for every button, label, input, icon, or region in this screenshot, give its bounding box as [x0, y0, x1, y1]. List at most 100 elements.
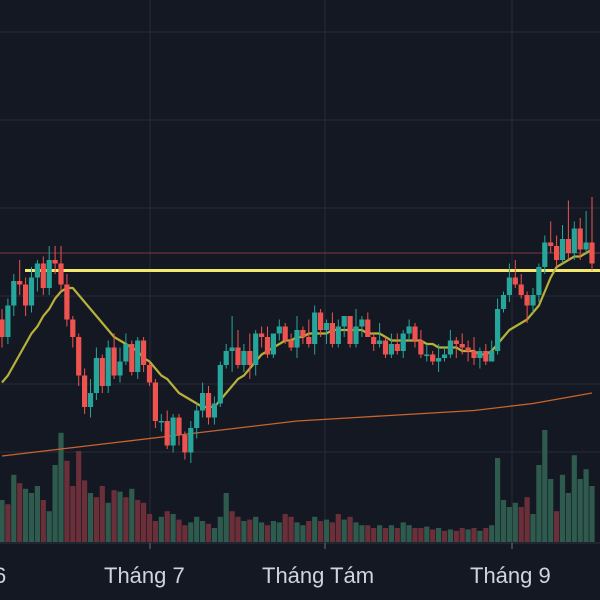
volume-bar: [123, 497, 129, 542]
volume-bar: [170, 514, 176, 542]
candle: [453, 337, 459, 358]
volume-bar: [76, 451, 82, 542]
candle: [306, 319, 312, 348]
candle: [512, 260, 518, 288]
candle: [471, 337, 477, 365]
volume-bar: [382, 528, 389, 542]
candle-body: [0, 319, 5, 337]
candle-body: [217, 365, 223, 404]
volume-bar: [500, 500, 507, 542]
candle-body: [418, 340, 424, 355]
volume-bar: [318, 521, 324, 542]
candle-body: [23, 284, 29, 306]
candle: [524, 291, 530, 323]
volume-bar: [200, 521, 206, 542]
candle-body: [87, 393, 94, 407]
candle-body: [312, 312, 318, 344]
candle: [0, 309, 5, 348]
volume-bar: [11, 474, 17, 542]
volume-bar: [441, 530, 448, 542]
candle-body: [459, 344, 465, 348]
volume-bar: [548, 479, 554, 542]
candle-body: [46, 260, 52, 288]
volume-bar: [359, 525, 365, 542]
candle-body: [17, 281, 23, 285]
volume-bar: [58, 432, 64, 542]
candle-body: [288, 340, 294, 348]
candle: [211, 396, 217, 425]
volume-bar: [264, 525, 271, 542]
volume-bar: [164, 511, 170, 542]
candle-body: [377, 340, 383, 344]
candle: [223, 344, 229, 369]
candle-body: [347, 316, 353, 344]
candle: [394, 333, 400, 355]
volume-bar: [565, 493, 571, 542]
x-tick-label: Tháng 9: [470, 563, 551, 588]
volume-bar: [141, 502, 147, 542]
volume-bar: [335, 514, 341, 542]
volume-bar: [253, 516, 259, 542]
candle-body: [589, 242, 595, 264]
volume-bar: [223, 493, 229, 542]
candle: [554, 235, 560, 267]
x-tick-label: Tháng 7: [104, 563, 185, 588]
candle-body: [583, 242, 589, 250]
candle-body: [524, 295, 530, 306]
volume-bar: [554, 511, 560, 542]
volume-bar: [453, 530, 459, 542]
volume-bar: [247, 519, 253, 542]
x-tick-label: Tháng Tám: [262, 563, 374, 588]
candle: [518, 274, 524, 299]
volume-bar: [483, 528, 489, 542]
candle-body: [530, 295, 536, 306]
candle-body: [141, 340, 147, 365]
volume-bar: [371, 528, 377, 542]
candle: [247, 333, 253, 379]
candle: [465, 340, 471, 362]
x-axis: 6 Tháng 7 Tháng Tám Tháng 9: [0, 563, 551, 588]
candle: [188, 421, 194, 463]
candle: [70, 316, 76, 348]
candle: [241, 344, 247, 372]
candle-body: [176, 417, 182, 435]
candle: [28, 267, 35, 313]
candle-body: [235, 347, 241, 365]
volume-bar: [117, 491, 123, 542]
candle-body: [182, 435, 188, 453]
volume-bar: [23, 488, 29, 542]
volume-bar: [152, 521, 158, 542]
volume-bar: [34, 486, 40, 542]
candle-body: [512, 277, 518, 285]
volume-bar: [276, 522, 282, 542]
volume-bar: [418, 528, 424, 542]
volume-bar: [158, 516, 164, 542]
volume-bar: [394, 528, 400, 542]
candle: [341, 316, 347, 337]
volume-bar: [542, 430, 548, 542]
candle-body: [306, 337, 312, 344]
volume-bar: [388, 525, 394, 542]
volume-bar: [312, 516, 318, 542]
volume-bar: [294, 522, 300, 542]
volume-bar: [353, 522, 359, 542]
grid: [0, 0, 600, 549]
candle: [459, 333, 465, 355]
volume-bar: [412, 528, 418, 542]
candle: [447, 330, 453, 358]
candle: [495, 298, 501, 355]
candle: [371, 333, 377, 351]
volume-bar: [430, 529, 436, 542]
volume-bar: [82, 480, 88, 542]
candle: [565, 200, 571, 260]
candle: [335, 319, 341, 348]
volume-bar: [64, 460, 70, 542]
candle-body: [241, 351, 247, 365]
candle-body: [382, 340, 389, 355]
candle: [577, 218, 583, 260]
candle-body: [200, 393, 206, 411]
candle: [87, 379, 94, 418]
candle-body: [76, 337, 82, 376]
candle-body: [518, 284, 524, 295]
